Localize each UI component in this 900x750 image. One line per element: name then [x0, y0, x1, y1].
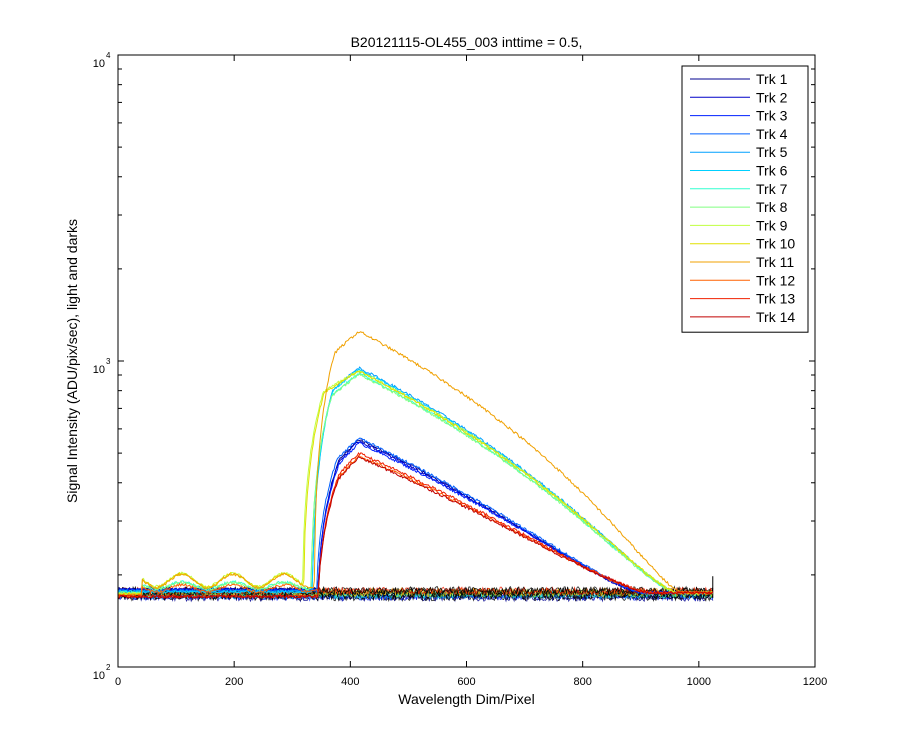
- legend-label: Trk 7: [756, 181, 788, 197]
- legend-label: Trk 11: [756, 254, 794, 270]
- y-axis-title: Signal Intensity (ADU/pix/sec), light an…: [64, 219, 80, 503]
- x-tick-label: 1200: [803, 676, 827, 688]
- legend-box: [681, 65, 809, 333]
- series-line-trk-14: [117, 456, 714, 600]
- y-tick-label: 102: [93, 663, 111, 682]
- series-line-trk-11: [117, 331, 713, 597]
- legend-label: Trk 2: [756, 89, 788, 105]
- x-tick-label: 200: [225, 676, 243, 688]
- y-tick-label-base: 10: [93, 58, 105, 70]
- x-tick-label: 600: [457, 676, 475, 688]
- x-tick-label: 800: [573, 676, 591, 688]
- legend-label: Trk 3: [756, 108, 788, 124]
- series-layer: [117, 331, 714, 605]
- legend-label: Trk 14: [756, 309, 795, 325]
- legend-label: Trk 12: [756, 272, 795, 288]
- y-tick-label: 103: [93, 357, 111, 376]
- legend-label: Trk 4: [756, 126, 788, 142]
- chart-title: B20121115-OL455_003 inttime = 0.5,: [351, 34, 583, 50]
- legend-label: Trk 6: [756, 163, 788, 179]
- x-tick-label: 0: [115, 676, 121, 688]
- y-tick-label-exponent: 4: [106, 51, 111, 60]
- x-tick-label: 1000: [687, 676, 711, 688]
- legend: Trk 1 Trk 2 Trk 3 Trk 4 Trk 5 Trk 6 Trk 7 Trk 8…: [681, 65, 809, 333]
- legend-label: Trk 10: [756, 236, 795, 252]
- legend-label: Trk 9: [756, 217, 788, 233]
- legend-label: Trk 13: [756, 291, 795, 307]
- y-tick-label-base: 10: [93, 670, 105, 682]
- legend-label: Trk 1: [756, 71, 788, 87]
- y-tick-label: 104: [93, 51, 111, 70]
- legend-label: Trk 5: [756, 144, 788, 160]
- x-axis-title: Wavelength Dim/Pixel: [398, 691, 534, 707]
- y-tick-label-exponent: 2: [106, 663, 111, 672]
- legend-label: Trk 8: [756, 199, 788, 215]
- x-tick-label: 400: [341, 676, 359, 688]
- y-tick-label-exponent: 3: [106, 357, 111, 366]
- series-line-trk-8: [117, 373, 713, 596]
- y-tick-label-base: 10: [93, 364, 105, 376]
